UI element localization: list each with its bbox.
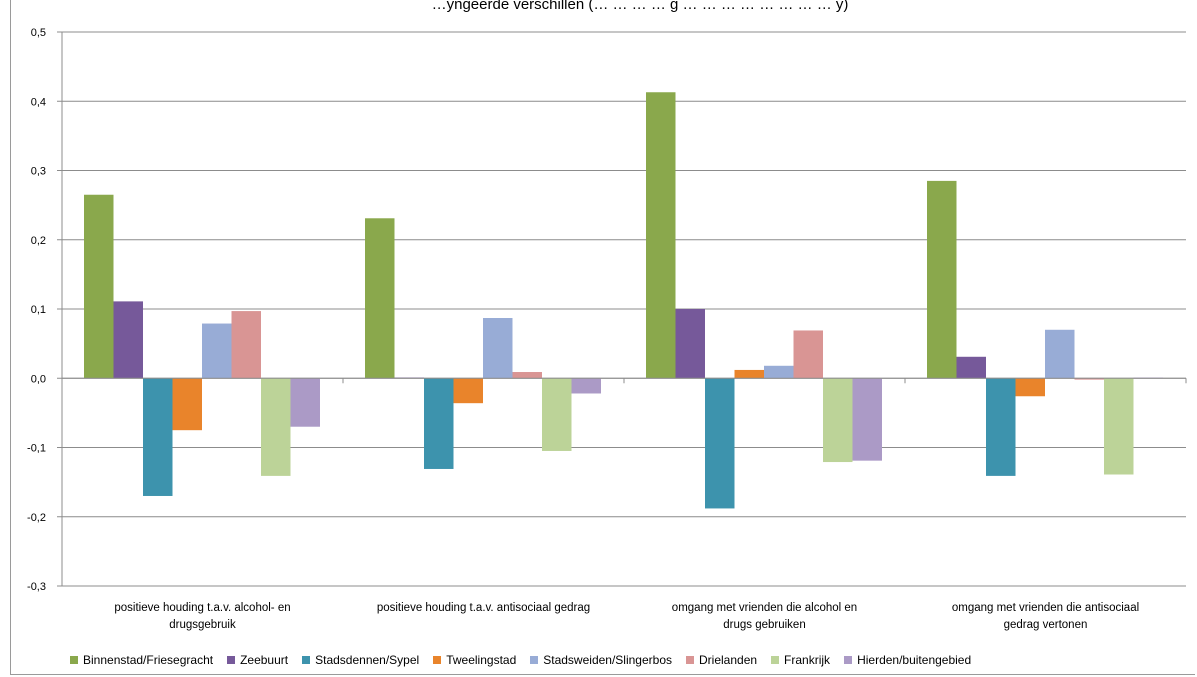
legend-label: Drielanden — [699, 653, 758, 667]
legend-swatch — [686, 656, 694, 664]
axis-labels: -0,3 -0,2 -0,1 0,0 0,1 0,2 0,3 0,4 0,5 positieve … — [27, 27, 1139, 631]
category-label: drugsgebruik — [169, 619, 236, 631]
legend: Binnenstad/Friesegracht Zeebuurt Stadsdenn… — [70, 653, 1170, 667]
legend-swatch — [844, 656, 853, 664]
bar — [823, 378, 853, 463]
y-tick-label: 0,1 — [31, 304, 46, 316]
legend-item: Frankrijk — [771, 653, 830, 667]
grid-lines — [62, 31, 1186, 587]
bar — [424, 378, 454, 469]
bar — [793, 330, 823, 379]
bar — [290, 378, 320, 427]
bar — [483, 318, 513, 379]
bar — [646, 92, 676, 379]
legend-swatch — [302, 656, 311, 664]
category-label: positieve houding t.a.v. alcohol- en — [114, 602, 290, 614]
legend-item: Stadsdennen/Sypel — [302, 653, 419, 667]
legend-item: Hierden/buitengebied — [844, 653, 971, 667]
bar — [172, 378, 202, 431]
y-tick-label: 0,2 — [31, 235, 46, 247]
bar — [1104, 378, 1134, 475]
legend-label: Tweelingstad — [446, 653, 517, 667]
legend-swatch — [70, 656, 78, 664]
category-label: omgang met vrienden die antisociaal — [952, 602, 1139, 614]
legend-swatch — [227, 656, 236, 664]
bar — [1045, 329, 1075, 379]
y-tick-label: 0,4 — [31, 96, 46, 108]
legend-item: Tweelingstad — [433, 653, 516, 667]
bar — [512, 372, 542, 379]
y-tick-label: -0,1 — [27, 443, 46, 455]
legend-label: Hierden/buitengebied — [857, 653, 972, 667]
bar — [764, 365, 794, 379]
bar — [143, 378, 173, 496]
legend-item: Binnenstad/Friesegracht — [70, 653, 213, 667]
y-tick-label: 0,3 — [31, 166, 46, 178]
bars — [84, 92, 1163, 509]
bar — [113, 301, 143, 379]
bar — [986, 378, 1016, 476]
bar — [675, 309, 705, 379]
bar — [734, 369, 764, 379]
bar — [453, 378, 483, 404]
bar — [705, 378, 735, 509]
y-tick-label: -0,3 — [27, 581, 46, 593]
legend-item: Drielanden — [686, 653, 757, 667]
bar — [956, 356, 986, 379]
axes — [57, 31, 1187, 587]
category-label: omgang met vrienden die alcohol en — [672, 602, 857, 614]
legend-label: Binnenstad/Friesegracht — [83, 653, 214, 667]
bar — [84, 194, 114, 379]
bar — [542, 378, 572, 451]
bar — [261, 378, 291, 476]
bar — [1015, 378, 1045, 397]
bar — [852, 378, 882, 461]
bar — [202, 323, 232, 379]
legend-label: Zeebuurt — [240, 653, 289, 667]
bar — [927, 180, 957, 379]
category-label: gedrag vertonen — [1004, 619, 1088, 631]
chart-frame — [10, 0, 1195, 675]
legend-item: Zeebuurt — [227, 653, 288, 667]
legend-label: Frankrijk — [784, 653, 831, 667]
y-tick-label: 0,5 — [31, 27, 46, 39]
legend-label: Stadsweiden/Slingerbos — [543, 653, 672, 667]
legend-swatch — [771, 656, 780, 664]
y-tick-label: 0,0 — [31, 373, 46, 385]
legend-swatch — [433, 656, 442, 664]
bar — [571, 378, 601, 394]
bar — [365, 218, 395, 379]
y-tick-label: -0,2 — [27, 512, 46, 524]
bar — [1074, 378, 1104, 380]
bar — [231, 311, 261, 379]
category-label: positieve houding t.a.v. antisociaal ged… — [377, 602, 590, 614]
legend-label: Stadsdennen/Sypel — [315, 653, 420, 667]
legend-item: Stadsweiden/Slingerbos — [530, 653, 672, 667]
legend-swatch — [530, 656, 539, 664]
category-label: drugs gebruiken — [723, 619, 805, 631]
chart-title: …yngeerde verschillen (… … … … g … … … …… — [432, 0, 849, 13]
